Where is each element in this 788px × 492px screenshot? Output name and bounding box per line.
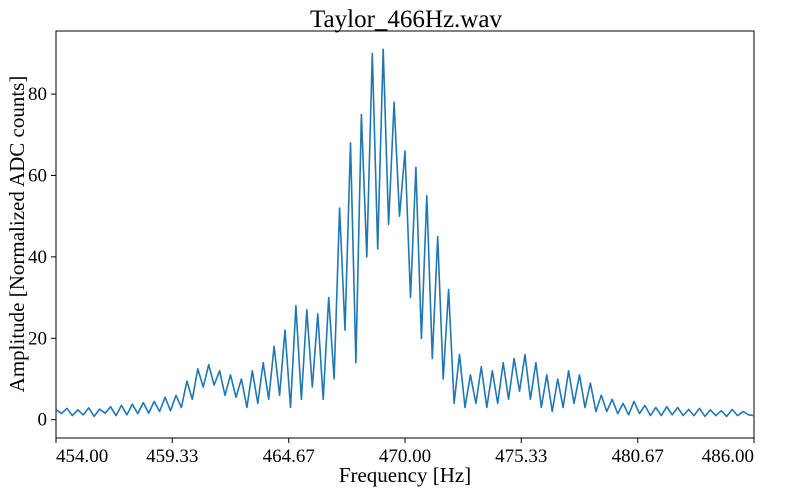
- x-tick-label: 480.67: [612, 446, 664, 467]
- x-tick-label: 470.00: [379, 446, 431, 467]
- x-tick-label: 454.00: [56, 446, 108, 467]
- x-axis: 454.00 459.33 464.67 470.00 475.33 480.67 486.…: [55, 438, 755, 467]
- y-tick-label: 0: [38, 410, 48, 431]
- chart-title: Taylor_466Hz.wav: [310, 6, 502, 33]
- y-tick-label: 60: [28, 165, 47, 186]
- y-tick-label: 80: [28, 84, 47, 105]
- x-tick-label: 475.33: [495, 446, 547, 467]
- x-tick-label: 459.33: [146, 446, 198, 467]
- plot-frame: [55, 30, 755, 439]
- y-axis: 0 20 40 60 80: [28, 84, 56, 431]
- amplitude-series-line: [55, 48, 755, 418]
- y-tick-label: 20: [28, 328, 47, 349]
- x-tick-label: 464.67: [263, 446, 315, 467]
- y-axis-label: Amplitude [Normalized ADC counts]: [5, 76, 29, 393]
- y-tick-label: 40: [28, 247, 47, 268]
- x-tick-label: 486.00: [702, 446, 754, 467]
- x-axis-label: Frequency [Hz]: [339, 463, 471, 487]
